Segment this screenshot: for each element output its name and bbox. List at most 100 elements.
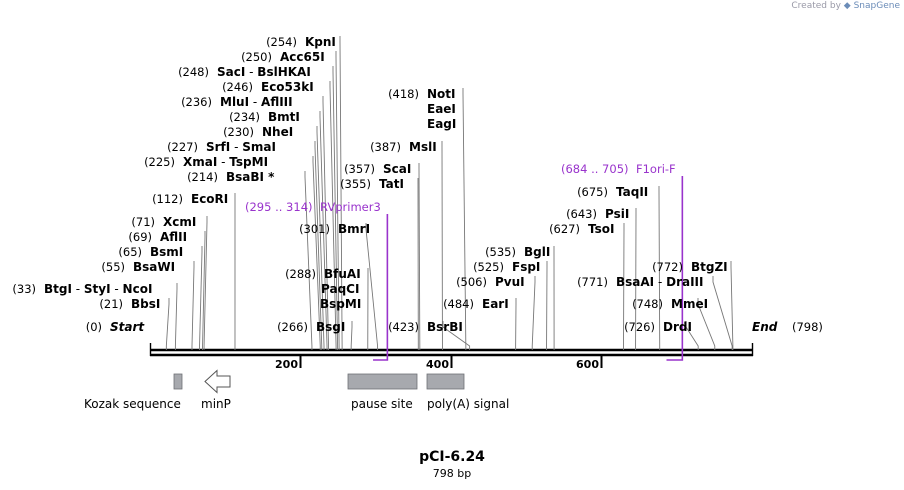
enzyme-name: Acc65I bbox=[280, 50, 325, 64]
enzyme-position: (772) bbox=[652, 260, 683, 274]
cut-site-leader bbox=[191, 261, 195, 350]
enzyme-label: SacI - BslHKAI bbox=[217, 65, 311, 79]
enzyme-name: PaqCI bbox=[321, 282, 359, 296]
enzyme-name: MmeI bbox=[671, 297, 708, 311]
end-label: End bbox=[752, 320, 778, 334]
enzyme-position: (254) bbox=[266, 35, 297, 49]
enzyme-position: (214) bbox=[187, 170, 218, 184]
enzyme-label: NheI bbox=[262, 125, 293, 139]
enzyme-name: NheI bbox=[262, 125, 293, 139]
enzyme-position: (387) bbox=[370, 140, 401, 154]
enzyme-label: BsaWI bbox=[133, 260, 175, 274]
enzyme-position: (236) bbox=[181, 95, 212, 109]
enzyme-position: (748) bbox=[632, 297, 663, 311]
feature-label: poly(A) signal bbox=[427, 397, 509, 411]
enzyme-name: DrdI bbox=[663, 320, 692, 334]
feature-label: Kozak sequence bbox=[84, 397, 181, 411]
cut-site-leader bbox=[531, 276, 536, 350]
enzyme-position: (227) bbox=[167, 140, 198, 154]
kozak-sequence-feature bbox=[173, 373, 183, 390]
enzyme-label: BsmI bbox=[150, 245, 183, 259]
enzyme-label: BsaAI - DraIII bbox=[616, 275, 703, 289]
enzyme-label: BsaBI * bbox=[226, 170, 275, 184]
pause-site-feature bbox=[347, 373, 418, 390]
enzyme-label: KpnI bbox=[305, 35, 336, 49]
enzyme-label: BmtI bbox=[268, 110, 300, 124]
enzyme-label: BsrBI bbox=[427, 320, 463, 334]
enzyme-name: BbsI bbox=[131, 297, 160, 311]
enzyme-position: (250) bbox=[241, 50, 272, 64]
cut-site-leader bbox=[319, 111, 328, 350]
polya-signal-feature bbox=[426, 373, 465, 390]
cut-site-leader bbox=[442, 321, 471, 350]
primer-mark bbox=[373, 214, 389, 361]
cut-site-leader bbox=[685, 321, 699, 350]
enzyme-name: AflIII bbox=[261, 95, 293, 109]
enzyme-position: (301) bbox=[299, 222, 330, 236]
enzyme-name: BsaBI * bbox=[226, 170, 275, 184]
enzyme-position: (506) bbox=[456, 275, 487, 289]
enzyme-name: KpnI bbox=[305, 35, 336, 49]
plasmid-title: pCI-6.24 bbox=[419, 449, 485, 465]
cut-site-leader bbox=[165, 298, 170, 350]
enzyme-label: BglI bbox=[524, 245, 550, 259]
enzyme-name: EaeI bbox=[427, 102, 456, 116]
enzyme-label: SrfI - SmaI bbox=[206, 140, 276, 154]
enzyme-label: FspI bbox=[512, 260, 540, 274]
enzyme-name: EarI bbox=[482, 297, 509, 311]
enzyme-position: (112) bbox=[152, 192, 183, 206]
feature-label: pause site bbox=[351, 397, 413, 411]
enzyme-name: BslHKAI bbox=[257, 65, 311, 79]
enzyme-name: XcmI bbox=[163, 215, 196, 229]
enzyme-label: MluI - AflIII bbox=[220, 95, 293, 109]
enzyme-label: EarI bbox=[482, 297, 509, 311]
enzyme-label: ScaI bbox=[383, 162, 411, 176]
cut-site-leader bbox=[332, 66, 339, 350]
enzyme-label: EagI bbox=[427, 117, 456, 131]
enzyme-position: (69) bbox=[128, 230, 152, 244]
enzyme-position: (71) bbox=[131, 215, 155, 229]
enzyme-position: (535) bbox=[485, 245, 516, 259]
snapgene-credit: Created by ◆ SnapGene bbox=[791, 1, 900, 11]
enzyme-name: Eco53kI bbox=[261, 80, 314, 94]
enzyme-label: XmaI - TspMI bbox=[183, 155, 268, 169]
enzyme-position: (33) bbox=[12, 282, 36, 296]
enzyme-name: SacI bbox=[217, 65, 245, 79]
enzyme-labels: (254) KpnI (250) Acc65I (248) SacI - Bsl… bbox=[12, 35, 727, 334]
features: Kozak sequence minP pause site poly(A) s… bbox=[84, 369, 509, 411]
enzyme-position: (418) bbox=[388, 87, 419, 101]
credit-brand: SnapGene bbox=[853, 1, 900, 11]
enzyme-name: TspMI bbox=[229, 155, 268, 169]
cut-site-leader bbox=[199, 246, 203, 350]
enzyme-name: BsgI bbox=[316, 320, 345, 334]
enzyme-position: (423) bbox=[388, 320, 419, 334]
enzyme-position: (288) bbox=[285, 267, 316, 281]
enzyme-position: (355) bbox=[340, 177, 371, 191]
enzyme-position: (357) bbox=[344, 162, 375, 176]
enzyme-name: BmrI bbox=[338, 222, 370, 236]
enzyme-position: (266) bbox=[277, 320, 308, 334]
enzyme-position: (225) bbox=[144, 155, 175, 169]
start-position: (0) bbox=[86, 320, 102, 334]
enzyme-label: EcoRI bbox=[191, 192, 228, 206]
enzyme-name: BmtI bbox=[268, 110, 300, 124]
enzyme-name: BspMI bbox=[320, 297, 361, 311]
enzyme-name: EagI bbox=[427, 117, 456, 131]
enzyme-position: (643) bbox=[566, 207, 597, 221]
enzyme-position: (21) bbox=[99, 297, 123, 311]
primer-mark bbox=[666, 176, 684, 361]
cut-site-leader bbox=[462, 88, 467, 350]
tick-label-400: 400 bbox=[426, 358, 449, 371]
enzyme-position: (230) bbox=[223, 125, 254, 139]
enzyme-name: MslI bbox=[409, 140, 437, 154]
tick-label-200: 200 bbox=[275, 358, 298, 371]
backbone bbox=[149, 343, 754, 357]
enzyme-name: XmaI bbox=[183, 155, 217, 169]
cut-site-leader bbox=[697, 298, 716, 350]
credit-prefix: Created by bbox=[791, 1, 841, 11]
cut-site-leader bbox=[658, 186, 661, 350]
enzyme-label: TatI bbox=[379, 177, 404, 191]
enzyme-name: StyI bbox=[84, 282, 111, 296]
snapgene-logo-icon: ◆ bbox=[843, 1, 851, 11]
